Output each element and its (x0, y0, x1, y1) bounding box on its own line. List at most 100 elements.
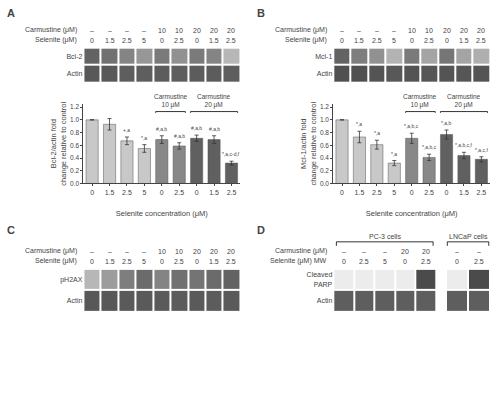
svg-text:2.5: 2.5 (359, 258, 369, 265)
svg-text:#,a,b: #,a,b (156, 126, 167, 132)
svg-text:Selenite concentration (μM): Selenite concentration (μM) (366, 209, 458, 218)
svg-text:2.5: 2.5 (226, 37, 236, 44)
svg-text:LNCaP cells: LNCaP cells (449, 233, 488, 240)
svg-text:Selenite concentration (μM): Selenite concentration (μM) (116, 209, 208, 218)
svg-text:A: A (7, 7, 15, 19)
svg-text:–: – (340, 27, 344, 34)
svg-text:10: 10 (158, 248, 166, 255)
svg-text:20: 20 (210, 27, 218, 34)
svg-text:0.8: 0.8 (70, 129, 79, 136)
svg-text:2.5: 2.5 (372, 189, 382, 196)
svg-text:Selenite (μM) MW: Selenite (μM) MW (270, 257, 327, 265)
svg-text:0.0: 0.0 (70, 180, 79, 187)
svg-text:Carmustine20 μM: Carmustine20 μM (197, 93, 231, 109)
svg-text:20: 20 (422, 248, 430, 255)
svg-text:0: 0 (195, 37, 199, 44)
svg-text:0.4: 0.4 (70, 154, 79, 161)
svg-text:–: – (342, 248, 346, 255)
svg-text:2.5: 2.5 (421, 258, 431, 265)
svg-text:–: – (90, 27, 94, 34)
svg-text:10: 10 (158, 27, 166, 34)
svg-text:*,a,b,c,f: *,a,b,c,f (455, 142, 473, 148)
svg-text:20: 20 (443, 27, 451, 34)
svg-text:0: 0 (455, 258, 459, 265)
svg-text:20: 20 (193, 27, 201, 34)
svg-text:Actin: Actin (67, 70, 83, 77)
svg-text:1.5: 1.5 (105, 37, 115, 44)
svg-text:2.5: 2.5 (174, 258, 184, 265)
svg-text:Mcl-1/actin foldchange relativ: Mcl-1/actin foldchange relative to contr… (299, 101, 318, 185)
svg-text:1.2: 1.2 (70, 103, 79, 110)
svg-text:*,a: *,a (356, 121, 362, 127)
svg-text:B: B (257, 7, 265, 19)
svg-text:20: 20 (401, 248, 409, 255)
svg-text:0.4: 0.4 (320, 154, 329, 161)
svg-text:2.5: 2.5 (424, 37, 434, 44)
svg-text:–: – (362, 248, 366, 255)
svg-text:5: 5 (392, 189, 396, 196)
svg-text:0: 0 (445, 37, 449, 44)
svg-text:1.5: 1.5 (354, 37, 364, 44)
svg-text:1.5: 1.5 (105, 258, 115, 265)
svg-text:–: – (142, 27, 146, 34)
svg-text:2.5: 2.5 (122, 258, 132, 265)
svg-text:0: 0 (195, 189, 199, 196)
svg-text:C: C (7, 224, 15, 236)
svg-text:5: 5 (383, 258, 387, 265)
svg-text:0: 0 (340, 37, 344, 44)
svg-text:*,a,b,c: *,a,b,c (404, 123, 419, 129)
svg-text:0: 0 (90, 189, 94, 196)
svg-text:*,a,c,f: *,a,c,f (475, 147, 488, 153)
svg-text:5: 5 (392, 37, 396, 44)
svg-text:1.5: 1.5 (209, 258, 219, 265)
svg-text:0: 0 (160, 189, 164, 196)
svg-text:0: 0 (90, 37, 94, 44)
svg-text:*,a: *,a (374, 130, 380, 136)
svg-text:D: D (257, 224, 265, 236)
svg-text:20: 20 (210, 248, 218, 255)
svg-text:5: 5 (142, 37, 146, 44)
svg-text:–: – (477, 248, 481, 255)
svg-text:–: – (142, 248, 146, 255)
svg-text:0: 0 (410, 189, 414, 196)
svg-text:–: – (125, 27, 129, 34)
svg-text:–: – (90, 248, 94, 255)
svg-text:CleavedPARP: CleavedPARP (307, 271, 333, 287)
svg-text:0: 0 (340, 189, 344, 196)
svg-text:Actin: Actin (317, 70, 333, 77)
svg-text:0: 0 (90, 258, 94, 265)
svg-text:0: 0 (445, 189, 449, 196)
svg-text:1.5: 1.5 (105, 189, 115, 196)
svg-text:*,a: *,a (141, 135, 147, 141)
svg-text:0.6: 0.6 (70, 142, 79, 149)
svg-text:pH2AX: pH2AX (60, 276, 83, 284)
svg-text:2.5: 2.5 (174, 37, 184, 44)
svg-text:2.5: 2.5 (226, 258, 236, 265)
svg-text:Carmustine10 μM: Carmustine10 μM (154, 93, 188, 109)
svg-text:Selenite (μM): Selenite (μM) (285, 36, 327, 44)
svg-text:+,a: +,a (123, 127, 130, 133)
svg-text:Carmustine20 μM: Carmustine20 μM (447, 93, 481, 109)
svg-text:1.0: 1.0 (320, 116, 329, 123)
svg-text:0: 0 (195, 258, 199, 265)
svg-text:1.5: 1.5 (459, 189, 469, 196)
svg-text:–: – (455, 248, 459, 255)
svg-text:–: – (383, 248, 387, 255)
svg-text:Selenite (μM): Selenite (μM) (35, 36, 77, 44)
svg-text:#,a,b: #,a,b (209, 126, 220, 132)
svg-text:*,a,b: *,a,b (441, 120, 452, 126)
svg-text:Selenite (μM): Selenite (μM) (35, 257, 77, 265)
svg-text:0.0: 0.0 (320, 180, 329, 187)
svg-text:0: 0 (160, 37, 164, 44)
svg-text:–: – (108, 248, 112, 255)
svg-text:5: 5 (142, 258, 146, 265)
svg-text:#,a,b: #,a,b (191, 125, 202, 131)
svg-text:*,a,b,c: *,a,b,c (422, 144, 437, 150)
svg-text:2.5: 2.5 (424, 189, 434, 196)
svg-text:10: 10 (175, 248, 183, 255)
svg-text:1.5: 1.5 (209, 37, 219, 44)
svg-text:0: 0 (342, 258, 346, 265)
svg-text:1.0: 1.0 (70, 116, 79, 123)
svg-text:Bcl-2/actin foldchange relativ: Bcl-2/actin foldchange relative to contr… (49, 101, 68, 185)
svg-text:10: 10 (175, 27, 183, 34)
